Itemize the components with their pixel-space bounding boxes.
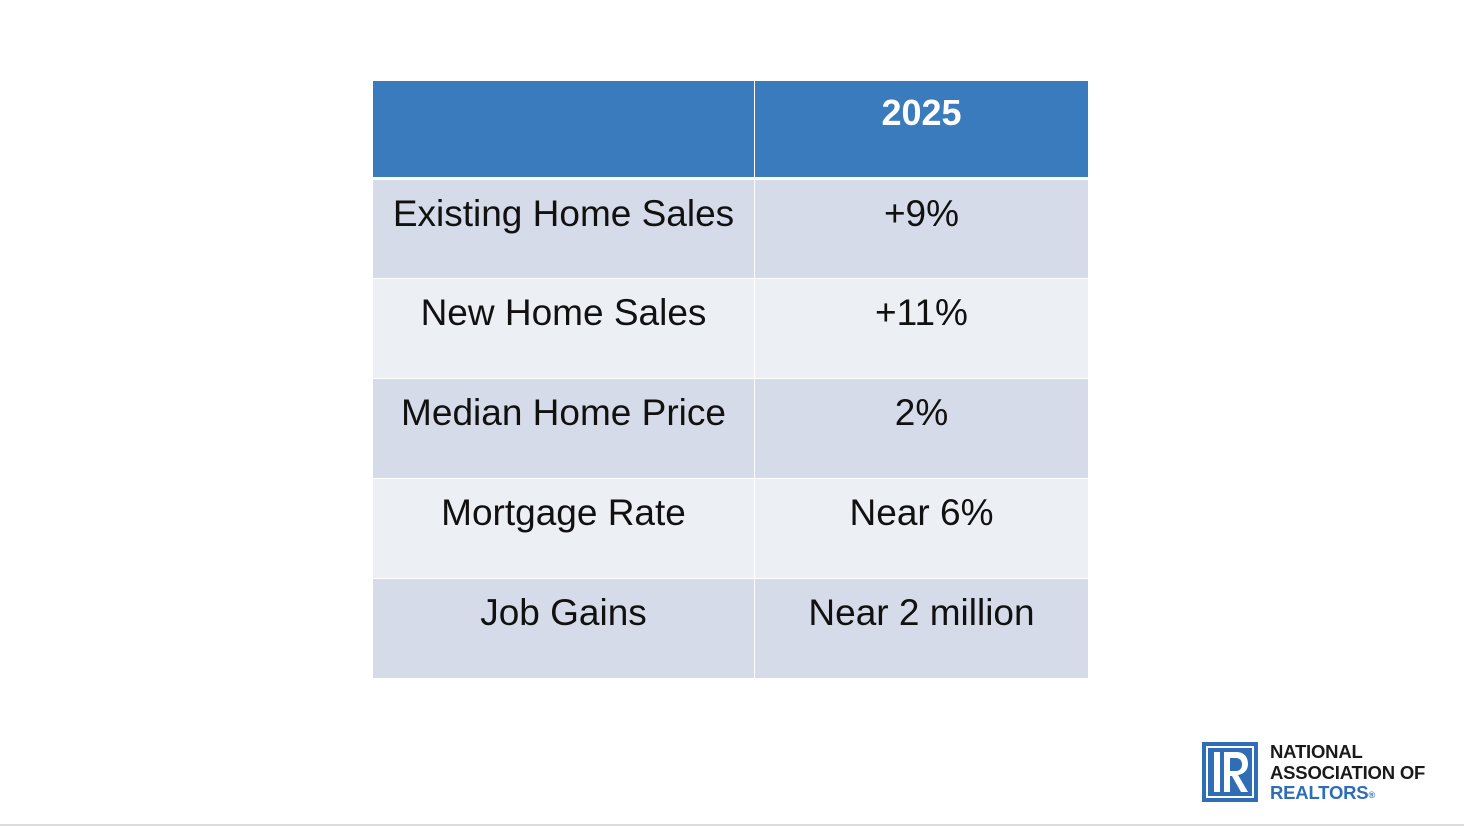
value-cell: 2% — [754, 378, 1089, 479]
metric-cell: Job Gains — [372, 578, 755, 679]
table-row: Existing Home Sales +9% — [372, 178, 1089, 279]
logo-line-national: NATIONAL — [1270, 741, 1363, 762]
logo-line-realtors: REALTORS® — [1270, 782, 1375, 803]
registered-mark: ® — [1368, 790, 1375, 800]
metric-cell: New Home Sales — [372, 278, 755, 379]
table-row: Median Home Price 2% — [372, 378, 1089, 479]
value-cell: +9% — [754, 178, 1089, 279]
logo-line-association: ASSOCIATION OF — [1270, 761, 1426, 783]
value-cell: Near 2 million — [754, 578, 1089, 679]
value-cell: +11% — [754, 278, 1089, 379]
nar-logo: NATIONAL ASSOCIATION OF REALTORS® — [1202, 741, 1452, 806]
metric-cell: Median Home Price — [372, 378, 755, 479]
table-row: New Home Sales +11% — [372, 278, 1089, 379]
table-row: Job Gains Near 2 million — [372, 578, 1089, 679]
table-row: Mortgage Rate Near 6% — [372, 478, 1089, 579]
header-cell-year: 2025 — [754, 80, 1089, 180]
table-header-row: 2025 — [372, 80, 1089, 180]
metric-cell: Mortgage Rate — [372, 478, 755, 579]
bottom-divider — [0, 824, 1464, 826]
forecast-table: 2025 Existing Home Sales +9% New Home Sa… — [372, 80, 1089, 679]
year-heading: 2025 — [881, 92, 962, 133]
realtor-r-icon — [1202, 742, 1258, 802]
header-cell-label — [372, 80, 755, 180]
logo-wordmark: NATIONAL ASSOCIATION OF REALTORS® — [1270, 741, 1426, 804]
metric-cell: Existing Home Sales — [372, 178, 755, 279]
value-cell: Near 6% — [754, 478, 1089, 579]
